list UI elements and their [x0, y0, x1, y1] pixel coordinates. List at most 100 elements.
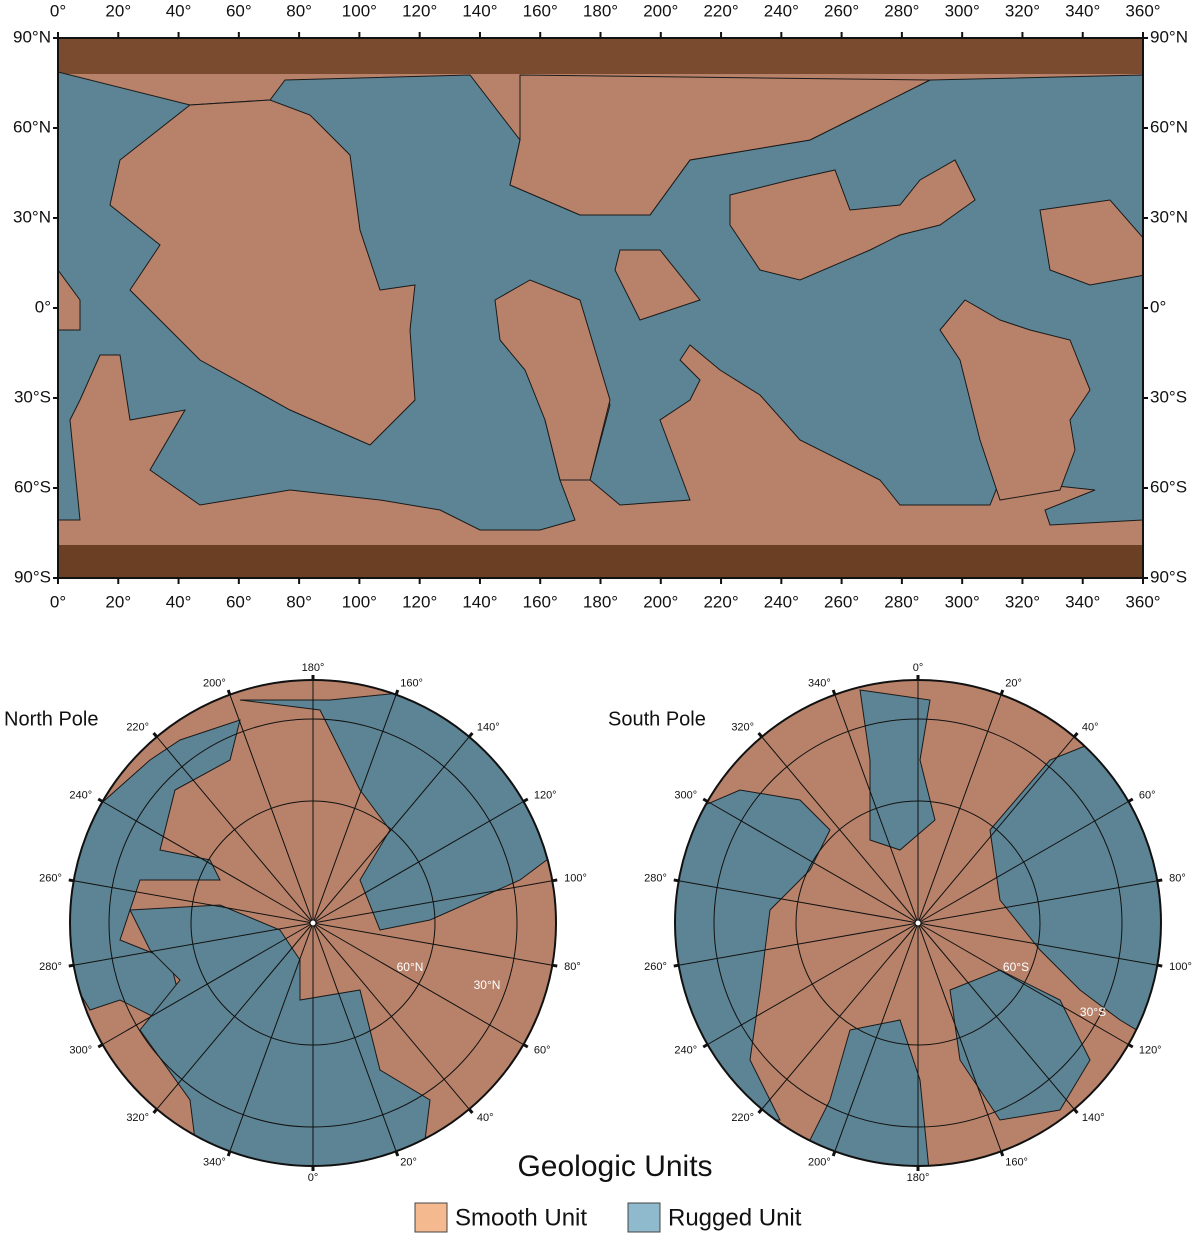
- lat-label: 30°S: [14, 387, 51, 406]
- lon-label: 340°: [1065, 592, 1100, 611]
- lon-label: 200°: [808, 1157, 831, 1169]
- lon-label: 0°: [50, 592, 66, 611]
- tick: [1073, 732, 1079, 738]
- legend-label: Rugged Unit: [668, 1204, 802, 1231]
- lon-label: 260°: [39, 873, 62, 885]
- lat-label: 60°S: [1150, 477, 1187, 496]
- north-pole-grid: [73, 680, 553, 1166]
- legend-title: Geologic Units: [517, 1150, 712, 1183]
- lon-label: 300°: [674, 789, 697, 801]
- lat-label: 0°: [35, 297, 51, 316]
- lon-label: 280°: [884, 592, 919, 611]
- tick: [152, 732, 158, 738]
- tick: [226, 689, 232, 696]
- meridian: [312, 922, 397, 1152]
- tick: [394, 1150, 400, 1157]
- lon-label: 320°: [126, 1112, 149, 1124]
- tick: [394, 689, 400, 696]
- lon-label: 340°: [1065, 1, 1100, 20]
- tick: [226, 1150, 232, 1157]
- lon-label: 160°: [1005, 1157, 1028, 1169]
- tick: [152, 1108, 158, 1114]
- meridian: [761, 922, 919, 1110]
- lon-label: 160°: [400, 677, 423, 689]
- rugged-unit: [129, 904, 431, 1166]
- lon-label: 140°: [462, 592, 497, 611]
- lon-label: 20°: [1005, 677, 1022, 689]
- lat-label: 60°N: [1150, 117, 1188, 136]
- lat-label: 30°S: [1150, 387, 1187, 406]
- lon-label: 40°: [166, 592, 192, 611]
- meridian: [102, 922, 314, 1045]
- lon-label: 360°: [1125, 592, 1160, 611]
- lon-label: 300°: [945, 592, 980, 611]
- meridian: [156, 922, 314, 1110]
- lon-label: 80°: [1169, 873, 1186, 885]
- lat-label: 0°: [1150, 297, 1166, 316]
- lon-label: 120°: [402, 1, 437, 20]
- lon-label: 0°: [50, 1, 66, 20]
- lat-label: 60°S: [14, 477, 51, 496]
- meridian: [917, 694, 1002, 924]
- lon-label: 320°: [1005, 592, 1040, 611]
- smooth-unit: [614, 249, 701, 321]
- lon-label: 160°: [523, 1, 558, 20]
- lon-label: 220°: [703, 592, 738, 611]
- tick: [68, 963, 74, 968]
- meridian: [102, 801, 314, 924]
- lon-label: 240°: [69, 789, 92, 801]
- lat-label: 90°S: [14, 567, 51, 586]
- lat-label: 60°N: [13, 117, 51, 136]
- lon-label: 180°: [907, 1172, 930, 1184]
- tick: [552, 878, 558, 883]
- lat-label: 30°N: [1150, 207, 1188, 226]
- meridian: [917, 922, 1002, 1152]
- meridian: [312, 694, 397, 924]
- lon-label: 140°: [462, 1, 497, 20]
- meridian: [834, 694, 919, 924]
- lon-label: 340°: [808, 677, 831, 689]
- lon-label: 0°: [913, 662, 924, 674]
- north-pole-title: North Pole: [4, 708, 99, 730]
- lon-label: 80°: [286, 1, 312, 20]
- meridian: [312, 922, 524, 1045]
- smooth-unit: [1039, 199, 1143, 286]
- lon-label: 40°: [477, 1112, 494, 1124]
- lon-label: 260°: [824, 1, 859, 20]
- tick: [757, 732, 763, 738]
- meridian: [917, 801, 1129, 924]
- lon-label: 40°: [166, 1, 192, 20]
- lon-label: 320°: [731, 722, 754, 734]
- lon-label: 60°: [1139, 789, 1156, 801]
- lon-label: 160°: [523, 592, 558, 611]
- lon-label: 60°: [534, 1044, 551, 1056]
- tick: [831, 1150, 837, 1157]
- south-pole-grid: [678, 680, 1158, 1166]
- smooth-unit: [58, 269, 81, 331]
- tick: [702, 1043, 709, 1049]
- lon-label: 240°: [764, 592, 799, 611]
- lon-label: 180°: [583, 1, 618, 20]
- tick: [522, 797, 529, 803]
- lat-label: 30°N: [13, 207, 51, 226]
- lon-label: 220°: [126, 722, 149, 734]
- pole-point: [914, 919, 922, 927]
- tick: [97, 1043, 104, 1049]
- tick: [1157, 878, 1163, 883]
- lon-label: 40°: [1082, 722, 1099, 734]
- lat-label: 90°N: [13, 27, 51, 46]
- tick: [552, 963, 558, 968]
- lon-label: 200°: [643, 1, 678, 20]
- meridian: [917, 922, 1129, 1045]
- lon-label: 340°: [203, 1157, 226, 1169]
- ring-label: 30°N: [474, 978, 501, 992]
- meridian: [312, 801, 524, 924]
- lon-label: 20°: [400, 1157, 417, 1169]
- lon-label: 180°: [583, 592, 618, 611]
- tick: [673, 878, 679, 883]
- tick: [468, 732, 474, 738]
- lon-label: 280°: [39, 961, 62, 973]
- meridian: [707, 922, 919, 1045]
- smooth-unit: [939, 299, 1091, 501]
- ring-label: 60°N: [397, 960, 424, 974]
